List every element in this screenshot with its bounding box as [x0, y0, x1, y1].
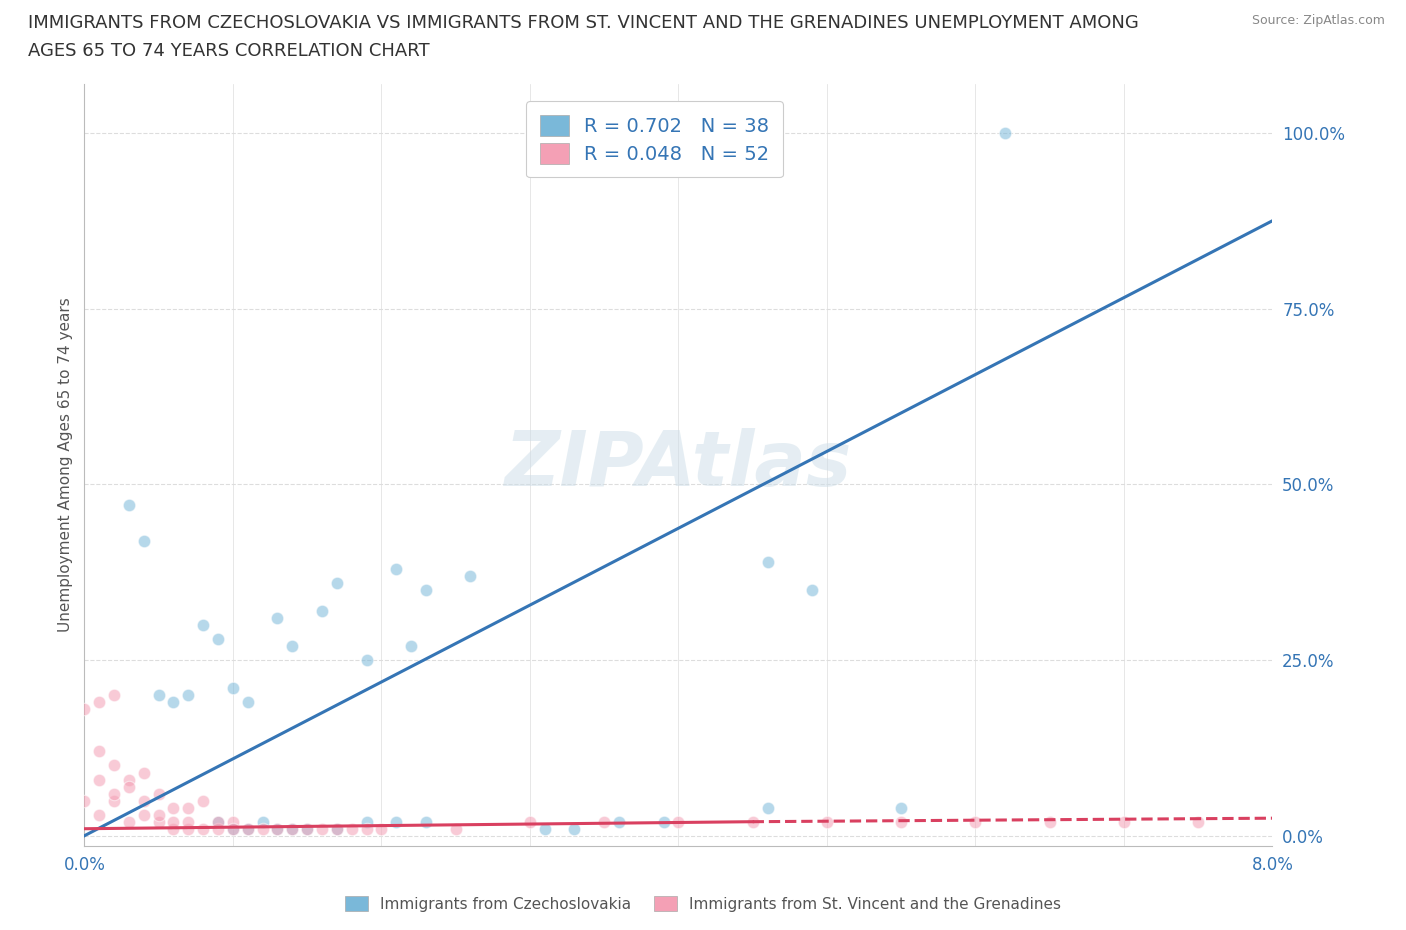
Text: Source: ZipAtlas.com: Source: ZipAtlas.com — [1251, 14, 1385, 27]
Point — [1039, 815, 1062, 830]
Point — [132, 793, 155, 808]
Point — [295, 821, 318, 836]
Point — [356, 821, 378, 836]
Point — [162, 815, 184, 830]
Point — [148, 688, 170, 703]
Point — [252, 821, 274, 836]
Point — [222, 815, 245, 830]
Point — [801, 582, 824, 597]
Point — [177, 800, 200, 815]
Point — [118, 772, 141, 787]
Point — [148, 807, 170, 822]
Point — [89, 807, 111, 822]
Point — [73, 702, 96, 717]
Point — [162, 800, 184, 815]
Point — [356, 653, 378, 668]
Legend: R = 0.702   N = 38, R = 0.048   N = 52: R = 0.702 N = 38, R = 0.048 N = 52 — [526, 101, 783, 178]
Point — [326, 576, 349, 591]
Point — [103, 786, 125, 801]
Point — [890, 800, 912, 815]
Point — [460, 568, 482, 583]
Point — [148, 786, 170, 801]
Point — [741, 815, 763, 830]
Point — [519, 815, 541, 830]
Point — [311, 821, 333, 836]
Point — [222, 821, 245, 836]
Point — [207, 815, 229, 830]
Point — [890, 815, 912, 830]
Point — [399, 639, 422, 654]
Point — [281, 639, 304, 654]
Point — [266, 610, 288, 625]
Point — [191, 793, 215, 808]
Point — [266, 821, 288, 836]
Point — [444, 821, 467, 836]
Point — [132, 807, 155, 822]
Point — [326, 821, 349, 836]
Point — [281, 821, 304, 836]
Point — [607, 815, 630, 830]
Text: IMMIGRANTS FROM CZECHOSLOVAKIA VS IMMIGRANTS FROM ST. VINCENT AND THE GRENADINES: IMMIGRANTS FROM CZECHOSLOVAKIA VS IMMIGR… — [28, 14, 1139, 32]
Point — [326, 821, 349, 836]
Point — [207, 815, 229, 830]
Point — [593, 815, 616, 830]
Point — [132, 533, 155, 548]
Point — [994, 126, 1017, 140]
Text: ZIPAtlas: ZIPAtlas — [505, 428, 852, 502]
Point — [103, 688, 125, 703]
Point — [191, 821, 215, 836]
Point — [148, 815, 170, 830]
Point — [132, 765, 155, 780]
Point — [252, 815, 274, 830]
Point — [103, 758, 125, 773]
Point — [177, 688, 200, 703]
Point — [370, 821, 392, 836]
Point — [756, 554, 779, 569]
Point — [118, 498, 141, 512]
Point — [1187, 815, 1209, 830]
Point — [177, 815, 200, 830]
Point — [222, 821, 245, 836]
Point — [311, 604, 333, 618]
Point — [652, 815, 675, 830]
Point — [415, 815, 437, 830]
Point — [356, 815, 378, 830]
Point — [118, 815, 141, 830]
Point — [564, 821, 586, 836]
Y-axis label: Unemployment Among Ages 65 to 74 years: Unemployment Among Ages 65 to 74 years — [58, 298, 73, 632]
Point — [668, 815, 690, 830]
Point — [89, 772, 111, 787]
Point — [266, 821, 288, 836]
Legend: Immigrants from Czechoslovakia, Immigrants from St. Vincent and the Grenadines: Immigrants from Czechoslovakia, Immigran… — [339, 889, 1067, 918]
Text: AGES 65 TO 74 YEARS CORRELATION CHART: AGES 65 TO 74 YEARS CORRELATION CHART — [28, 42, 430, 60]
Point — [236, 695, 259, 710]
Point — [177, 821, 200, 836]
Point — [162, 821, 184, 836]
Point — [340, 821, 363, 836]
Point — [89, 695, 111, 710]
Point — [207, 821, 229, 836]
Point — [89, 744, 111, 759]
Point — [385, 561, 408, 576]
Point — [815, 815, 838, 830]
Point — [385, 815, 408, 830]
Point — [281, 821, 304, 836]
Point — [756, 800, 779, 815]
Point — [118, 779, 141, 794]
Point — [236, 821, 259, 836]
Point — [415, 582, 437, 597]
Point — [191, 618, 215, 632]
Point — [533, 821, 555, 836]
Point — [1112, 815, 1135, 830]
Point — [103, 793, 125, 808]
Point — [236, 821, 259, 836]
Point — [73, 793, 96, 808]
Point — [965, 815, 987, 830]
Point — [295, 821, 318, 836]
Point — [207, 631, 229, 646]
Point — [222, 681, 245, 696]
Point — [162, 695, 184, 710]
